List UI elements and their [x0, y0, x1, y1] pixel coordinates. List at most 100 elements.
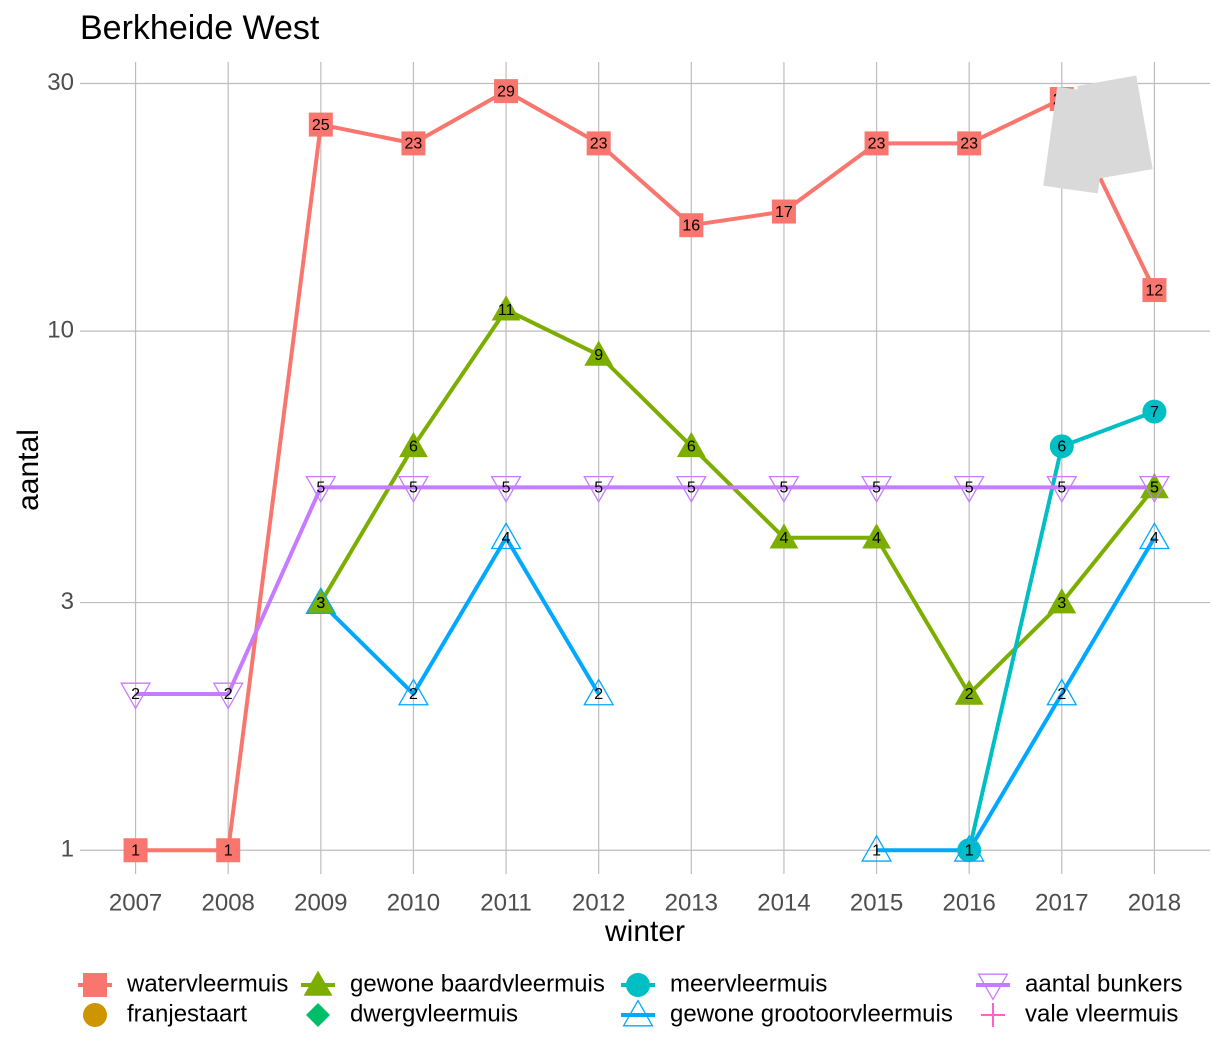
series-line	[135, 485, 1155, 696]
marker	[584, 340, 614, 366]
marker	[977, 973, 1009, 1001]
series-line	[135, 89, 1157, 853]
x-tick-label: 2010	[387, 889, 440, 916]
marker	[583, 475, 615, 504]
marker	[397, 678, 429, 706]
marker	[120, 682, 152, 710]
x-tick-label: 2015	[850, 889, 903, 916]
point-label: 16	[682, 217, 700, 234]
marker	[861, 475, 893, 504]
point-label: 5	[1150, 480, 1159, 497]
point-label: 6	[409, 439, 418, 456]
point-label: 3	[316, 595, 325, 612]
point-label: 4	[502, 530, 511, 547]
point-label: 5	[409, 480, 418, 497]
y-tick-label: 1	[61, 836, 74, 863]
point-label: 2	[131, 686, 140, 703]
point-label: 5	[316, 480, 325, 497]
point-label: 5	[1150, 480, 1159, 497]
marker	[83, 973, 107, 997]
marker	[622, 999, 654, 1027]
point-label: 5	[872, 480, 881, 497]
x-tick-label: 2016	[942, 889, 995, 916]
marker	[953, 475, 985, 504]
point-label: 11	[498, 302, 515, 319]
marker	[769, 523, 799, 549]
marker	[1138, 475, 1170, 504]
marker	[679, 213, 704, 238]
point-label: 1	[965, 842, 974, 859]
marker	[1049, 434, 1074, 459]
marker	[957, 131, 982, 156]
point-label: 5	[1057, 480, 1066, 497]
point-label: 23	[405, 136, 423, 153]
point-label: 6	[1057, 439, 1066, 456]
point-label: 5	[687, 480, 696, 497]
marker	[864, 131, 889, 156]
point-label: 2	[224, 686, 233, 703]
x-tick-label: 2018	[1128, 889, 1181, 916]
legend-label: watervleermuis	[126, 970, 288, 997]
marker	[1140, 473, 1169, 499]
point-label: 25	[312, 117, 330, 134]
legend-label: aantal bunkers	[1025, 970, 1182, 997]
point-label: 29	[497, 83, 515, 100]
y-tick-label: 3	[61, 588, 74, 615]
x-tick-label: 2014	[757, 889, 810, 916]
plot-area: 1 3 10 30 2007 2008 2009 2010 2011 2012 2013 2014 20…	[47, 62, 1210, 916]
marker	[490, 475, 522, 504]
marker	[676, 431, 706, 458]
legend: watervleermuis gewone baardvleermuis meerv…	[78, 970, 1182, 1027]
point-label: 7	[1150, 404, 1159, 421]
point-label: 17	[775, 204, 793, 221]
legend-label: meervleermuis	[670, 970, 827, 997]
marker	[675, 475, 707, 504]
legend-label: vale vleermuis	[1025, 1000, 1178, 1027]
marker	[862, 523, 891, 549]
marker	[1047, 588, 1077, 614]
point-label: 1	[872, 842, 881, 859]
marker	[397, 475, 429, 504]
chart-title: Berkheide West	[80, 9, 320, 47]
marker	[123, 838, 148, 863]
marker	[212, 682, 244, 710]
marker	[957, 838, 982, 863]
marker	[771, 199, 796, 224]
y-tick-label: 10	[47, 316, 74, 343]
legend-label: gewone baardvleermuis	[350, 970, 605, 997]
point-label: 2	[1057, 686, 1066, 703]
point-label: 5	[965, 480, 974, 497]
legend-label: gewone grootoorvleermuis	[670, 1000, 953, 1027]
point-label: 23	[960, 136, 978, 153]
x-axis-title: winter	[604, 915, 685, 948]
marker	[953, 834, 985, 862]
marker	[626, 973, 650, 997]
marker	[768, 475, 800, 504]
point-label: 12	[1146, 282, 1164, 299]
x-tick-label: 2011	[480, 889, 532, 916]
marker	[1142, 399, 1167, 424]
marker	[1046, 475, 1078, 504]
point-label: 5	[594, 480, 603, 497]
marker	[981, 1003, 1005, 1027]
marker	[1142, 278, 1167, 303]
x-tick-label: 2008	[202, 889, 255, 916]
marker	[306, 588, 336, 614]
point-label: 23	[590, 136, 608, 153]
point-label: 5	[502, 480, 511, 497]
marker	[954, 679, 984, 705]
marker	[490, 522, 522, 550]
point-label: 5	[779, 480, 788, 497]
point-label: 1	[131, 842, 140, 859]
marker	[308, 112, 333, 137]
y-axis-title: aantal	[12, 429, 45, 511]
marker	[303, 970, 333, 996]
point-label: 2	[409, 686, 418, 703]
marker	[401, 131, 426, 156]
marker	[305, 475, 337, 504]
x-tick-label: 2012	[572, 889, 625, 916]
legend-label: dwergvleermuis	[350, 1000, 518, 1027]
marker	[305, 586, 337, 615]
legend-label: franjestaart	[127, 1000, 247, 1027]
point-label: 9	[594, 347, 603, 364]
